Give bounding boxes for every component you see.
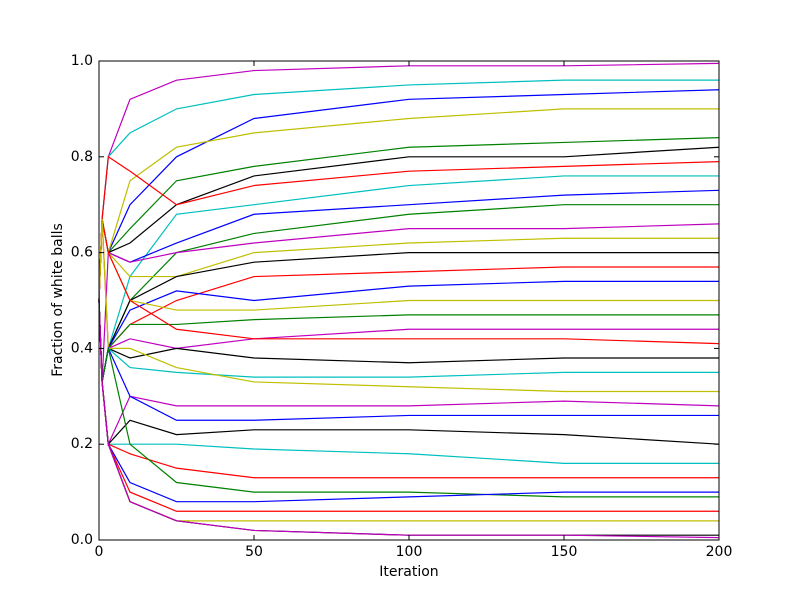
y-axis-label: Fraction of white balls	[50, 223, 66, 377]
series-line	[98, 219, 719, 393]
x-tick-label: 200	[706, 544, 733, 560]
x-tick-label: 0	[95, 544, 104, 560]
series-line	[98, 218, 720, 345]
series-line	[98, 155, 720, 301]
series-line	[98, 300, 720, 539]
y-tick-label: 0.2	[71, 436, 93, 452]
y-tick-label: 1.0	[71, 53, 93, 69]
series-line	[98, 223, 720, 382]
x-axis-label: Iteration	[379, 564, 438, 580]
plot-area	[98, 62, 720, 539]
x-tick-label: 50	[245, 544, 263, 560]
x-tick-label: 100	[396, 544, 423, 560]
y-tick-label: 0.4	[71, 340, 93, 356]
y-tick-label: 0.0	[71, 532, 93, 548]
x-tick-label: 150	[551, 544, 578, 560]
y-tick-label: 0.6	[71, 245, 93, 261]
y-tick-label: 0.8	[71, 149, 93, 165]
series-line	[98, 300, 719, 498]
